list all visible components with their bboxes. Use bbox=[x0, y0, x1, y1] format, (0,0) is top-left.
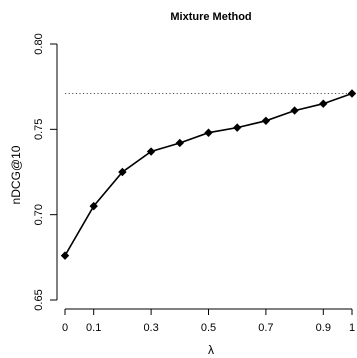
x-tick-label: 0.1 bbox=[86, 322, 101, 334]
x-tick-label: 1 bbox=[349, 322, 355, 334]
data-point-marker bbox=[261, 116, 271, 125]
x-tick-label: 0.9 bbox=[316, 322, 331, 334]
y-tick-label: 0.75 bbox=[33, 119, 45, 140]
plot-area: 0.65 0.70 0.75 0.80 0 0.1 0.3 0.5 0.7 0.9 1 bbox=[33, 33, 357, 334]
data-point-marker bbox=[290, 106, 299, 115]
data-point-marker bbox=[204, 128, 213, 137]
chart-title: Mixture Method bbox=[170, 11, 251, 23]
y-axis-label: nDCG@10 bbox=[9, 145, 23, 204]
y-tick-label: 0.70 bbox=[33, 204, 45, 225]
y-tick-label: 0.65 bbox=[33, 289, 45, 310]
data-point-marker bbox=[60, 251, 70, 260]
x-tick-label: 0.7 bbox=[258, 322, 273, 334]
data-point-marker bbox=[319, 99, 328, 108]
x-axis-label: λ bbox=[208, 343, 214, 357]
data-point-marker bbox=[233, 123, 242, 132]
y-tick-label: 0.80 bbox=[33, 33, 45, 54]
data-point-marker bbox=[118, 167, 127, 177]
x-tick-label: 0.5 bbox=[201, 322, 216, 334]
series-line bbox=[64, 92, 353, 257]
data-point-marker bbox=[89, 201, 98, 211]
data-point-marker bbox=[146, 147, 156, 156]
x-tick-label: 0 bbox=[62, 322, 68, 334]
data-point-marker bbox=[175, 138, 184, 148]
x-tick-label: 0.3 bbox=[143, 322, 158, 334]
data-point-marker bbox=[347, 89, 357, 98]
